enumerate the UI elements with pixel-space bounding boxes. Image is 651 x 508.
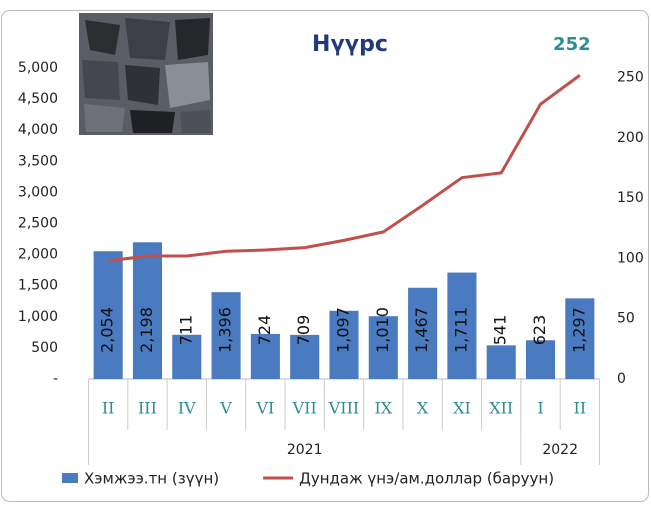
value-label: 709 bbox=[294, 315, 313, 346]
y-tick-label: 4,500 bbox=[18, 91, 58, 107]
legend-label: Дундаж үнэ/ам.доллар (баруун) bbox=[299, 470, 554, 488]
x-tick-label: IV bbox=[178, 399, 196, 418]
group-label: 2021 bbox=[287, 442, 323, 458]
x-tick-label: III bbox=[138, 399, 157, 418]
x-tick-label: XII bbox=[489, 399, 513, 418]
chart-title: Нүүрс bbox=[312, 32, 388, 57]
y-tick-label: 3,500 bbox=[18, 153, 58, 169]
coal-photo bbox=[79, 13, 213, 135]
bar bbox=[487, 345, 516, 379]
y2-tick-label: 150 bbox=[617, 190, 644, 206]
value-label: 1,467 bbox=[412, 307, 431, 353]
x-tick-label: X bbox=[417, 399, 429, 418]
y-tick-label: - bbox=[53, 371, 58, 387]
x-tick-label: VI bbox=[255, 399, 274, 418]
y-tick-label: 5,000 bbox=[18, 60, 58, 76]
x-tick-label: II bbox=[574, 399, 587, 418]
y-tick-label: 1,000 bbox=[18, 309, 58, 325]
value-label: 1,711 bbox=[451, 307, 470, 353]
group-label: 2022 bbox=[542, 442, 578, 458]
value-label: 711 bbox=[176, 315, 195, 346]
x-tick-label: VIII bbox=[328, 399, 360, 418]
value-label: 623 bbox=[530, 315, 549, 346]
x-tick-label: XI bbox=[453, 399, 471, 418]
y2-tick-label: 250 bbox=[617, 70, 644, 86]
y2-tick-label: 50 bbox=[617, 311, 635, 327]
x-tick-label: I bbox=[537, 399, 543, 418]
legend-label: Хэмжээ.тн (зүүн) bbox=[84, 470, 219, 488]
y2-tick-label: 200 bbox=[617, 130, 644, 146]
y-tick-label: 4,000 bbox=[18, 122, 58, 138]
x-tick-label: II bbox=[102, 399, 115, 418]
y2-tick-label: 100 bbox=[617, 250, 644, 266]
value-label: 541 bbox=[491, 315, 510, 346]
value-label: 1,396 bbox=[216, 307, 235, 353]
value-label: 1,297 bbox=[569, 307, 588, 353]
y-tick-label: 3,000 bbox=[18, 184, 58, 200]
legend-swatch bbox=[62, 473, 78, 483]
y-tick-label: 2,000 bbox=[18, 247, 58, 263]
data-label: 252 bbox=[553, 34, 591, 55]
x-tick-label: VII bbox=[292, 399, 317, 418]
y2-tick-label: 0 bbox=[617, 371, 626, 387]
y-tick-label: 500 bbox=[31, 340, 58, 356]
value-label: 1,010 bbox=[373, 307, 392, 353]
value-label: 1,097 bbox=[334, 307, 353, 353]
x-tick-label: V bbox=[219, 399, 232, 418]
x-tick-label: IX bbox=[374, 399, 392, 418]
value-label: 724 bbox=[255, 315, 274, 346]
chart: Нүүрс -5001,0001,5002,0002,5003,0003,500… bbox=[0, 0, 651, 504]
y-tick-label: 2,500 bbox=[18, 216, 58, 232]
value-label: 2,198 bbox=[137, 307, 156, 353]
value-label: 2,054 bbox=[98, 307, 117, 353]
y-tick-label: 1,500 bbox=[18, 278, 58, 294]
